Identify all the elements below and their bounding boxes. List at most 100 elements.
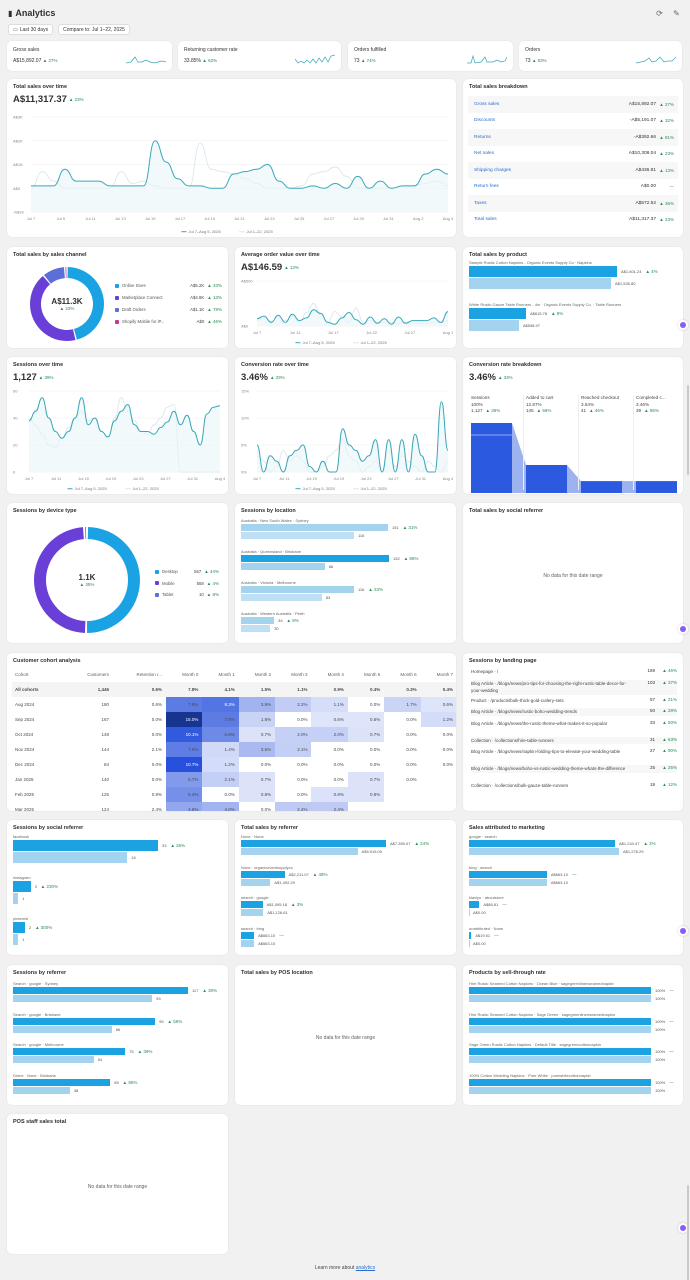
previous-bar[interactable] xyxy=(13,1025,112,1033)
landing-page-row[interactable]: Blog Article · /blogs/news/napkin-foldin… xyxy=(471,748,677,756)
previous-bar[interactable] xyxy=(13,995,153,1002)
kpi-orders[interactable]: Orders 73 ▲ 63% xyxy=(519,41,682,71)
landing-page-row[interactable]: Collection · /collections/hire-table-run… xyxy=(471,736,677,744)
current-bar[interactable] xyxy=(13,1078,111,1086)
current-bar[interactable] xyxy=(241,901,263,908)
previous-bar[interactable] xyxy=(241,625,271,632)
previous-bar[interactable] xyxy=(13,852,128,863)
legend-item[interactable]: Draft Orders A$1.1K ▲ 78% xyxy=(115,307,222,312)
legend-item[interactable]: Online Store A$5.2K ▲ 33% xyxy=(115,283,222,288)
previous-bar[interactable] xyxy=(469,909,470,916)
current-bar[interactable] xyxy=(469,987,651,994)
refresh-icon[interactable]: ⟳ xyxy=(656,8,663,18)
column-header[interactable]: Month 4 xyxy=(327,672,344,677)
compare-button[interactable]: Compare to: Jul 1–22, 2025 xyxy=(58,24,130,35)
previous-bar[interactable] xyxy=(241,594,322,601)
landing-page-row[interactable]: Collection · /collections/bulk-gauze-tab… xyxy=(471,782,677,790)
kpi-orders-fulfilled[interactable]: Orders fulfilled 73 ▲ 74% xyxy=(348,41,513,71)
scrollbar[interactable] xyxy=(687,1185,689,1280)
previous-bar[interactable] xyxy=(241,878,271,886)
current-bar[interactable] xyxy=(469,1048,651,1055)
current-bar[interactable] xyxy=(13,1048,126,1055)
current-bar[interactable] xyxy=(469,901,480,908)
current-bar[interactable] xyxy=(469,931,472,939)
previous-bar[interactable] xyxy=(13,1086,70,1094)
current-bar[interactable] xyxy=(241,524,389,531)
previous-bar[interactable] xyxy=(469,1086,651,1094)
kpi-returning-customer-rate[interactable]: Returning customer rate 33.85% ▲ 62% xyxy=(178,41,341,71)
previous-bar[interactable] xyxy=(469,995,651,1002)
breakdown-row[interactable]: Shipping charges A$436.81 ▲ 13% xyxy=(468,162,678,179)
breakdown-row[interactable]: Taxes A$572.52 ▲ 36% xyxy=(468,195,678,212)
previous-bar[interactable] xyxy=(241,939,255,947)
previous-bar[interactable] xyxy=(241,848,358,855)
breakdown-row[interactable]: Net sales A$10,308.04 ▲ 23% xyxy=(468,146,678,163)
column-header[interactable]: Month 2 xyxy=(254,672,272,677)
previous-bar[interactable] xyxy=(469,320,519,331)
assistant-button[interactable] xyxy=(678,1223,688,1233)
column-header[interactable]: Month 5 xyxy=(363,672,381,677)
landing-page-row[interactable]: Blog Article · /blogs/news/the-rustic-th… xyxy=(471,720,677,728)
breakdown-row[interactable]: Discounts -A$5,191.07 ▲ 32% xyxy=(468,113,678,130)
current-bar[interactable] xyxy=(13,1017,156,1025)
current-bar[interactable] xyxy=(13,840,158,851)
edit-icon[interactable]: ✎ xyxy=(673,8,680,18)
previous-bar[interactable] xyxy=(13,934,19,945)
previous-bar[interactable] xyxy=(469,1056,651,1063)
previous-bar[interactable] xyxy=(13,1056,94,1063)
current-bar[interactable] xyxy=(241,931,255,939)
column-header[interactable]: Month 0 xyxy=(182,672,199,677)
current-bar[interactable] xyxy=(469,870,547,878)
current-bar[interactable] xyxy=(469,308,526,319)
legend-item[interactable]: Shopify Mobile for iP... A$0 ▲ 46% xyxy=(115,319,222,324)
previous-bar[interactable] xyxy=(469,939,470,947)
previous-bar[interactable] xyxy=(469,1025,651,1033)
previous-bar[interactable] xyxy=(13,893,19,904)
analytics-link[interactable]: analytics xyxy=(355,1265,376,1271)
landing-page-row[interactable]: Homepage · / 169 ▲ 46% xyxy=(471,668,677,676)
previous-bar[interactable] xyxy=(241,909,264,916)
current-bar[interactable] xyxy=(241,840,386,847)
current-bar[interactable] xyxy=(241,617,275,624)
assistant-button[interactable] xyxy=(678,320,688,330)
breakdown-row[interactable]: Gross sales A$15,892.07 ▲ 27% xyxy=(468,96,678,113)
legend-item[interactable]: Tablet 10 ▲ 8% xyxy=(155,592,219,597)
previous-bar[interactable] xyxy=(469,878,547,886)
breakdown-row[interactable]: Returns -A$392.66 ▲ 91% xyxy=(468,129,678,146)
previous-bar[interactable] xyxy=(469,848,619,855)
current-bar[interactable] xyxy=(13,881,31,892)
column-header[interactable]: Retention r... xyxy=(136,672,162,677)
current-bar[interactable] xyxy=(469,1078,651,1086)
breakdown-row[interactable]: Return fees A$0.00 — xyxy=(468,179,678,196)
previous-bar[interactable] xyxy=(469,278,611,289)
landing-page-row[interactable]: Product · /products/bulk-thick-gold-cutl… xyxy=(471,697,677,705)
previous-bar[interactable] xyxy=(241,532,354,539)
assistant-button[interactable] xyxy=(678,926,688,936)
legend-item[interactable]: Desktop 567 ▲ 44% xyxy=(155,569,219,574)
column-header[interactable]: Cohort xyxy=(15,672,29,677)
legend-item[interactable]: Marketplace Connect A$4.8K ▲ 13% xyxy=(115,295,222,300)
assistant-button[interactable] xyxy=(678,624,688,634)
column-header[interactable]: Month 6 xyxy=(400,672,417,677)
current-bar[interactable] xyxy=(13,987,188,994)
landing-page-row[interactable]: Blog Article · /blogs/news/pro-tips-for-… xyxy=(471,679,677,695)
landing-page-row[interactable]: Blog Article · /blogs/news/rustic-boho-w… xyxy=(471,708,677,716)
column-header[interactable]: Customers xyxy=(87,672,109,677)
current-bar[interactable] xyxy=(469,1017,651,1025)
legend-item[interactable]: Mobile 558 ▲ 4% xyxy=(155,581,219,586)
column-header[interactable]: Month 3 xyxy=(291,672,308,677)
current-bar[interactable] xyxy=(241,870,285,878)
column-header[interactable]: Month 1 xyxy=(218,672,235,677)
kpi-gross-sales[interactable]: Gross sales A$15,892.07 ▲ 27% xyxy=(7,41,172,71)
current-bar[interactable] xyxy=(241,555,389,562)
current-bar[interactable] xyxy=(469,266,617,277)
landing-page-row[interactable]: Blog Article · /blogs/news/boho-vs-rusti… xyxy=(471,765,677,773)
scrollbar[interactable] xyxy=(687,385,689,475)
current-bar[interactable] xyxy=(13,922,25,933)
breakdown-row[interactable]: Total sales A$11,317.37 ▲ 23% xyxy=(468,212,678,229)
date-range-button[interactable]: ▭ Last 30 days xyxy=(8,24,54,35)
column-header[interactable]: Month 7 xyxy=(436,672,453,677)
current-bar[interactable] xyxy=(469,840,615,847)
previous-bar[interactable] xyxy=(241,563,325,570)
current-bar[interactable] xyxy=(241,586,354,593)
